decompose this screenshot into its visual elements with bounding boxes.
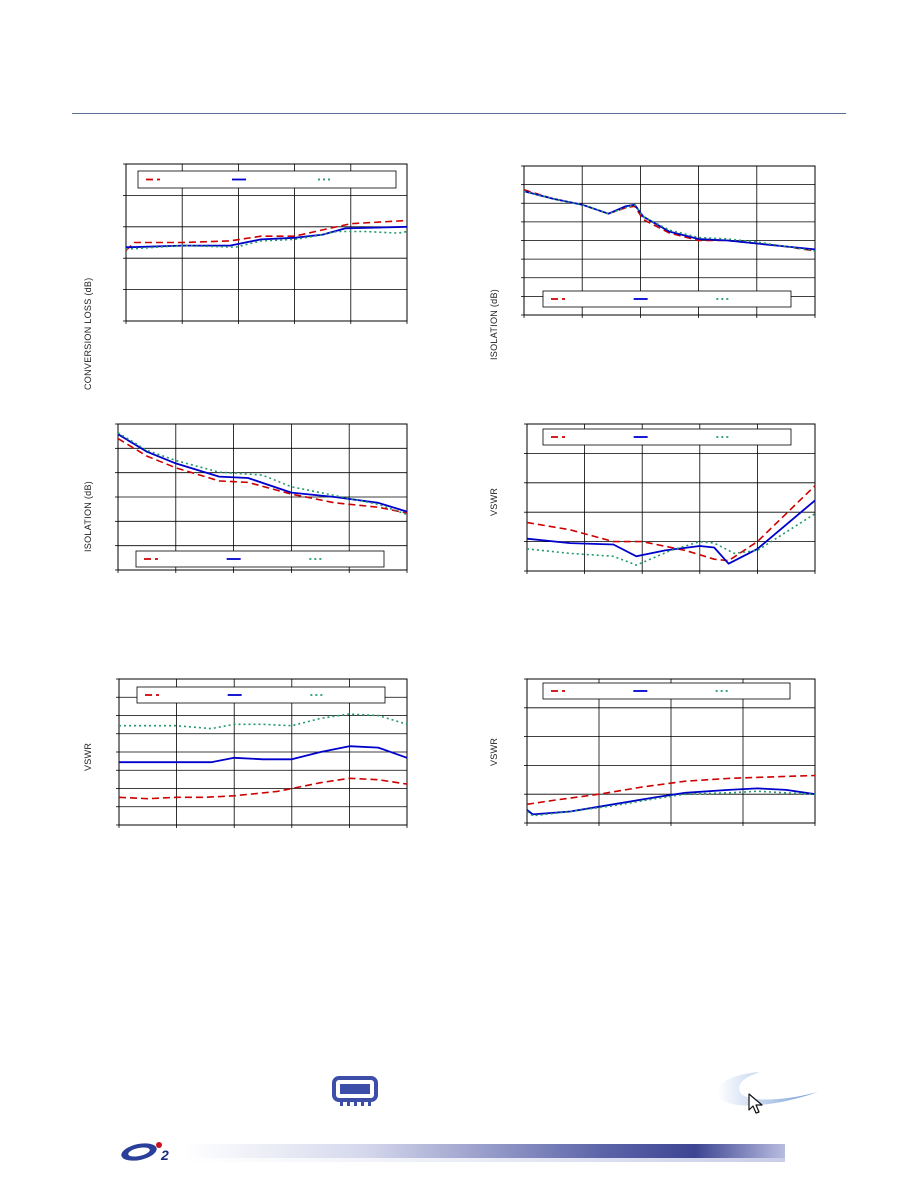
series-line-1 bbox=[125, 219, 408, 251]
chart-vswr-3: VSWR bbox=[489, 678, 816, 826]
legend-box bbox=[542, 290, 792, 308]
series-line-2 bbox=[126, 225, 408, 249]
legend-box bbox=[137, 170, 397, 189]
series-line-3 bbox=[117, 432, 408, 516]
series-line-1 bbox=[526, 774, 816, 806]
y-axis-label: ISOLATION (dB) bbox=[83, 481, 93, 552]
legend bbox=[542, 428, 792, 446]
series-line-2 bbox=[117, 433, 408, 513]
series-line-2 bbox=[119, 745, 408, 764]
legend-box bbox=[542, 428, 792, 446]
series-line-1 bbox=[118, 777, 408, 800]
legend bbox=[137, 170, 397, 189]
series-line-2 bbox=[526, 499, 816, 565]
footer-band bbox=[185, 1144, 785, 1161]
legend-box bbox=[135, 550, 385, 568]
series-line-3 bbox=[526, 513, 816, 566]
legend bbox=[542, 682, 791, 700]
series-line-3 bbox=[523, 190, 816, 252]
swoosh-logo bbox=[717, 1072, 818, 1106]
y-axis-label: VSWR bbox=[489, 738, 499, 766]
plot-frame bbox=[125, 163, 408, 322]
plot-area bbox=[524, 678, 816, 826]
chart-isolation-2: ISOLATION (dB) bbox=[83, 423, 408, 573]
company-logo: 2 bbox=[121, 1142, 169, 1162]
y-axis-label: CONVERSION LOSS (dB) bbox=[83, 277, 93, 390]
logo-text: 2 bbox=[160, 1147, 169, 1162]
plot-area bbox=[524, 423, 816, 574]
plot-area bbox=[115, 423, 408, 573]
y-axis-label: VSWR bbox=[83, 743, 93, 771]
chart-vswr-2: VSWR bbox=[83, 678, 408, 828]
cursor-arrow-icon bbox=[748, 1093, 763, 1114]
plot-frame bbox=[526, 423, 816, 572]
header-rule bbox=[72, 113, 846, 114]
series-line-3 bbox=[126, 230, 408, 250]
y-axis-label: ISOLATION (dB) bbox=[489, 289, 499, 360]
chip-icon bbox=[332, 1076, 378, 1106]
legend-box bbox=[136, 686, 386, 704]
chart-isolation-1: ISOLATION (dB) bbox=[489, 165, 816, 360]
legend bbox=[135, 550, 385, 568]
chart-vswr-1: VSWR bbox=[489, 423, 816, 574]
y-axis-label: VSWR bbox=[489, 488, 499, 516]
chart-conversion-loss: CONVERSION LOSS (dB) bbox=[83, 163, 408, 390]
legend-box bbox=[542, 682, 791, 700]
series-line-1 bbox=[117, 437, 408, 514]
series-line-1 bbox=[526, 485, 816, 562]
series-line-1 bbox=[523, 189, 816, 252]
legend bbox=[136, 686, 386, 704]
series-line-3 bbox=[119, 713, 408, 730]
footer-band-shadow bbox=[185, 1158, 785, 1162]
series-line-3 bbox=[526, 790, 816, 817]
legend bbox=[542, 290, 792, 308]
plot-area bbox=[123, 163, 408, 324]
series-line-2 bbox=[523, 190, 816, 251]
